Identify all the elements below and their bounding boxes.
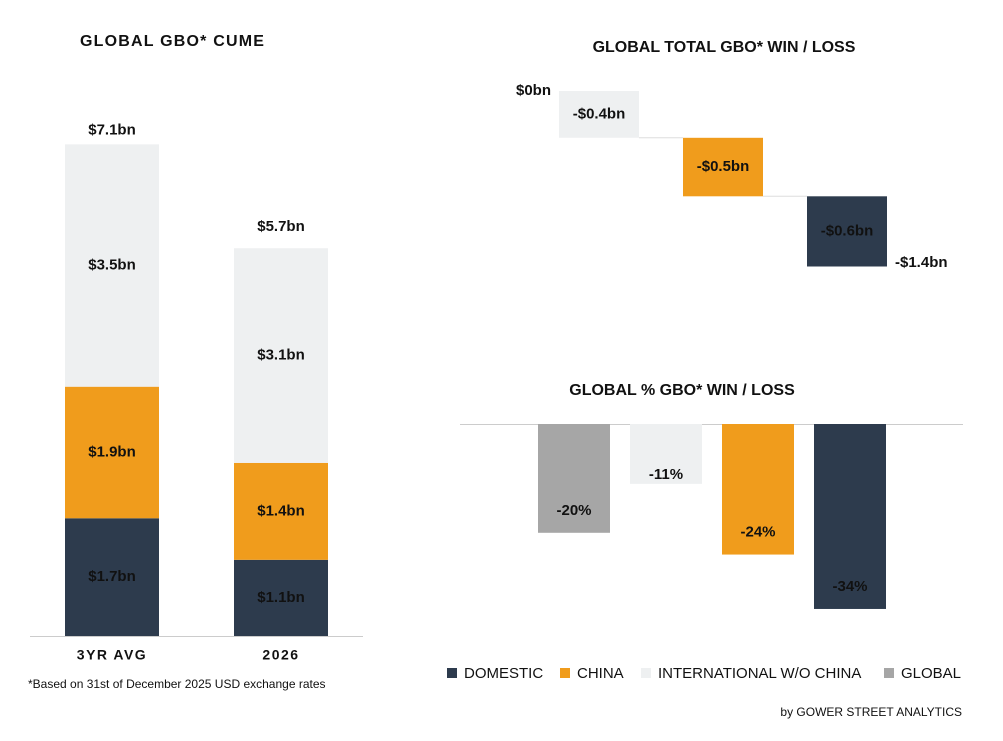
data-label: -11%	[649, 466, 683, 483]
bar-segment	[234, 248, 328, 463]
data-label: $1.1bn	[257, 589, 305, 606]
total-label: $7.1bn	[88, 121, 136, 138]
chart-title: GLOBAL TOTAL GBO* WIN / LOSS	[593, 39, 856, 56]
credit: by GOWER STREET ANALYTICS	[780, 705, 962, 719]
legend-label: CHINA	[577, 665, 624, 682]
bar	[538, 424, 610, 533]
data-label: -24%	[740, 524, 775, 541]
bar-segment	[234, 559, 328, 636]
end-label: -$1.4bn	[895, 254, 948, 271]
data-label: -34%	[832, 578, 867, 595]
start-label: $0bn	[516, 82, 551, 99]
data-label: $1.4bn	[257, 502, 305, 519]
bar-segment	[65, 518, 159, 636]
chart-title: GLOBAL % GBO* WIN / LOSS	[569, 382, 795, 399]
total-label: $5.7bn	[257, 218, 305, 235]
bar	[559, 91, 639, 138]
data-label: -$0.6bn	[821, 222, 874, 239]
bar-segment	[234, 462, 328, 560]
bar	[630, 424, 702, 484]
bar	[722, 424, 794, 555]
footnote: *Based on 31st of December 2025 USD exch…	[28, 677, 326, 691]
legend-swatch	[884, 668, 894, 678]
legend-label: INTERNATIONAL W/O CHINA	[658, 665, 861, 682]
bar	[683, 137, 763, 197]
chart-title: GLOBAL GBO* CUME	[80, 33, 265, 50]
data-label: $1.7bn	[88, 568, 136, 585]
data-label: -$0.4bn	[573, 105, 626, 122]
bar	[807, 196, 887, 267]
legend-swatch	[641, 668, 651, 678]
legend-swatch	[447, 668, 457, 678]
bar-segment	[65, 144, 159, 387]
bar	[814, 424, 886, 609]
bar-segment	[65, 386, 159, 519]
data-label: $3.1bn	[257, 347, 305, 364]
legend-label: GLOBAL	[901, 665, 961, 682]
data-label: $1.9bn	[88, 443, 136, 460]
data-label: -20%	[556, 502, 591, 519]
legend-label: DOMESTIC	[464, 665, 543, 682]
x-tick-label: 3YR AVG	[77, 647, 147, 663]
legend-swatch	[560, 668, 570, 678]
data-label: $3.5bn	[88, 256, 136, 273]
data-label: -$0.5bn	[697, 158, 750, 175]
x-tick-label: 2026	[262, 647, 299, 663]
